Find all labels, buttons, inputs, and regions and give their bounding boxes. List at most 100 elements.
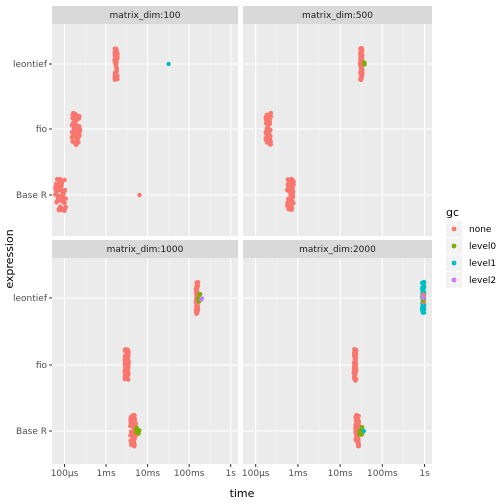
data-point-none <box>56 207 61 212</box>
facet-strip-label: matrix_dim:2000 <box>299 245 376 255</box>
facet-strip <box>52 240 238 258</box>
x-tick-label: 10ms <box>328 469 353 479</box>
legend-label: level0 <box>469 242 496 252</box>
legend-point-level1 <box>451 260 457 266</box>
data-point-none <box>286 196 292 202</box>
data-point-none <box>267 115 272 121</box>
data-point-none <box>112 77 118 82</box>
data-point-none <box>72 111 78 117</box>
data-point-none <box>287 182 293 187</box>
y-tick-label: Base R <box>16 427 47 437</box>
data-point-none <box>194 287 200 292</box>
data-point-none <box>286 178 292 183</box>
data-point-none <box>72 139 77 145</box>
y-tick-label: fio <box>36 125 48 135</box>
data-point-level0 <box>137 428 142 433</box>
x-tick-label: 100µs <box>242 469 270 479</box>
panel-background <box>52 24 238 236</box>
data-point-none <box>53 192 58 197</box>
data-point-none <box>59 181 65 186</box>
legend-point-none <box>451 226 457 232</box>
data-point-none <box>114 50 120 55</box>
x-tick-label: 10ms <box>135 469 160 479</box>
y-tick-label: leontief <box>13 60 48 70</box>
data-point-none <box>266 140 272 145</box>
data-point-none <box>54 176 60 182</box>
data-point-none <box>122 359 128 364</box>
data-point-none <box>263 117 269 122</box>
data-point-none <box>58 193 64 199</box>
data-point-none <box>123 373 129 378</box>
data-point-level1 <box>361 428 367 434</box>
facet-strip-label: matrix_dim:100 <box>109 11 180 21</box>
data-point-level1 <box>421 305 427 311</box>
data-point-none <box>289 206 295 212</box>
data-point-level2 <box>420 295 426 300</box>
facet-strip <box>243 240 432 258</box>
data-point-none <box>60 199 65 204</box>
data-point-none <box>114 60 119 66</box>
data-point-none <box>358 63 363 69</box>
data-point-none <box>265 127 271 133</box>
facet-strip-label: matrix_dim:500 <box>302 11 373 21</box>
y-axis-title: expression <box>3 229 16 288</box>
data-point-level0 <box>357 431 362 437</box>
data-point-none <box>358 77 364 83</box>
data-point-none <box>126 354 131 359</box>
data-point-none <box>62 208 67 214</box>
panel-background <box>243 24 432 236</box>
data-point-level2 <box>199 297 204 302</box>
data-point-none <box>352 361 357 367</box>
data-point-none <box>291 200 296 206</box>
data-point-none <box>132 418 137 423</box>
data-point-none <box>73 117 78 123</box>
data-point-none <box>351 371 357 377</box>
panel-background <box>52 258 238 464</box>
data-point-level1 <box>420 310 426 315</box>
data-point-none <box>77 128 82 134</box>
data-point-none <box>63 204 68 210</box>
legend-point-level0 <box>451 243 457 249</box>
data-point-level0 <box>359 425 365 430</box>
data-point-none <box>73 128 78 133</box>
facet-strip-label: matrix_dim:1000 <box>107 245 184 255</box>
data-point-none <box>124 351 129 356</box>
legend-label: none <box>469 225 492 235</box>
data-point-level0 <box>197 292 202 297</box>
data-point-none <box>125 367 130 373</box>
data-point-none <box>128 433 133 438</box>
x-tick-label: 1ms <box>96 469 115 479</box>
y-tick-label: leontief <box>13 294 48 304</box>
data-point-none <box>290 177 295 182</box>
data-point-none <box>54 181 59 186</box>
legend-label: level1 <box>469 259 496 269</box>
data-point-none <box>195 308 201 313</box>
data-point-none <box>359 67 365 73</box>
data-point-none <box>352 349 357 355</box>
y-tick-label: Base R <box>16 191 47 201</box>
data-point-none <box>137 192 142 198</box>
data-point-none <box>195 304 200 309</box>
data-point-none <box>124 364 129 369</box>
data-point-none <box>263 131 269 136</box>
data-point-none <box>131 413 137 418</box>
panels-layer: matrix_dim:100 matrix_dim:500 matrix_dim:1… <box>52 6 432 464</box>
x-tick-label: 100µs <box>51 469 79 479</box>
legend-title: gc <box>446 206 459 219</box>
x-tick-label: 100ms <box>367 469 398 479</box>
data-point-none <box>291 182 296 187</box>
data-point-none <box>353 354 358 359</box>
data-point-none <box>353 376 358 381</box>
x-tick-label: 1ms <box>288 469 307 479</box>
x-axis-title: time <box>230 487 255 500</box>
data-point-none <box>113 72 119 77</box>
data-point-none <box>70 134 75 139</box>
data-point-none <box>114 68 119 73</box>
data-point-none <box>54 187 59 192</box>
data-point-none <box>356 419 362 425</box>
data-point-level0 <box>362 60 367 65</box>
data-point-none <box>131 436 136 442</box>
legend-label: level2 <box>469 276 496 286</box>
data-point-none <box>285 186 290 192</box>
